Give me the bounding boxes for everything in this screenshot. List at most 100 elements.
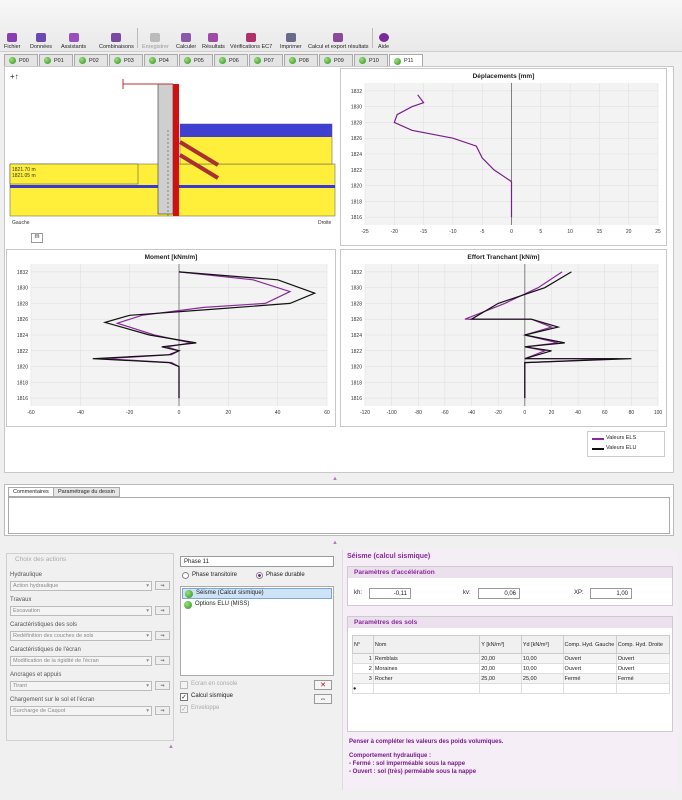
database-icon [36, 33, 47, 42]
status-ok-icon [44, 57, 51, 64]
printer-icon [285, 33, 296, 42]
action-select[interactable]: Modification de la rigidité de l'écran [10, 656, 152, 666]
x-tick-label: -20 [126, 410, 133, 416]
y-tick-label: 1822 [351, 168, 362, 174]
add-action-button[interactable]: ⇒ [155, 681, 170, 690]
tab-parametrage[interactable]: Paramétrage du dessin [53, 487, 120, 497]
unit-button[interactable]: m [31, 233, 43, 243]
fichier-menu[interactable]: Fichier [4, 26, 21, 50]
tab-p00[interactable]: P00 [4, 54, 38, 66]
anchor-1 [178, 140, 220, 167]
tab-p09[interactable]: P09 [319, 54, 353, 66]
aide-menu[interactable]: Aide [378, 26, 389, 50]
table-row[interactable]: 2 Moraines 20,00 10,00 Ouvert Ouvert [352, 663, 671, 674]
notes: Penser à compléter les valeurs des poids… [349, 738, 503, 776]
table-header: N° [352, 635, 374, 654]
tab-p05[interactable]: P05 [179, 54, 213, 66]
checkbox-console[interactable] [180, 681, 188, 689]
x-tick-label: 60 [602, 410, 608, 416]
section-drawing: +↑ 1821.70 m 1821.05 m Gauche Droite m [8, 70, 338, 248]
phase-options-list: Séisme (Calcul sismique) Options ELU (MI… [180, 586, 334, 676]
status-ok-icon [185, 590, 193, 598]
tab-p08[interactable]: P08 [284, 54, 318, 66]
checkbox-enveloppe[interactable]: ✓ [180, 705, 188, 713]
resultats-button[interactable]: Résultats [202, 26, 225, 50]
seisme-panel: Séisme (calcul sismique) Paramètres d'ac… [342, 550, 678, 790]
tab-p10[interactable]: P10 [354, 54, 388, 66]
tab-p03[interactable]: P03 [109, 54, 143, 66]
imprimer-button[interactable]: Imprimer [280, 26, 302, 50]
chart-effort: Effort Tranchant [kN/m] -120 -100 -80 -60 -4… [340, 249, 667, 427]
table-row[interactable]: 3 Rocher 25,00 25,00 Fermé Fermé [352, 673, 671, 684]
sols-title: Paramètres des sols [348, 617, 672, 628]
add-action-button[interactable]: ⇒ [155, 631, 170, 640]
combinaisons-button[interactable]: Combinaisons [99, 26, 134, 50]
y-tick-label: 1816 [351, 215, 362, 221]
xp-input[interactable]: 1,00 [590, 588, 632, 599]
add-action-button[interactable]: ⇒ [155, 606, 170, 615]
x-tick-label: -40 [77, 410, 84, 416]
tab-p07[interactable]: P07 [249, 54, 283, 66]
tab-p11[interactable]: P11 [389, 54, 423, 67]
action-select[interactable]: Surcharge de Caquot [10, 706, 152, 716]
tab-p06[interactable]: P06 [214, 54, 248, 66]
tab-commentaires[interactable]: Commentaires [8, 487, 54, 497]
assistants-menu[interactable]: Assistants [61, 26, 86, 50]
add-action-button[interactable]: ⇒ [155, 706, 170, 715]
action-select[interactable]: Redéfinition des couches de sols [10, 631, 152, 641]
donnees-menu[interactable]: Données [30, 26, 52, 50]
y-tick-label: 1822 [351, 349, 362, 355]
table-new-row[interactable]: ● [352, 683, 671, 694]
x-tick-label: -5 [480, 229, 485, 235]
x-tick-label: -10 [449, 229, 456, 235]
tab-p02[interactable]: P02 [74, 54, 108, 66]
comments-textarea[interactable] [8, 497, 670, 534]
action-select[interactable]: Tirant [10, 681, 152, 691]
y-tick-label: 1830 [351, 105, 362, 111]
tab-p01[interactable]: P01 [39, 54, 73, 66]
splitter-arrow-icon[interactable]: ▲ [168, 744, 174, 750]
calculator-icon [181, 33, 192, 42]
action-group-label: Caractéristiques des sols [10, 622, 78, 628]
splitter-arrow-icon[interactable]: ▲ [332, 540, 338, 546]
radio-durable[interactable] [256, 572, 263, 579]
action-select[interactable]: Excavation [10, 606, 152, 616]
enregistrer-button[interactable]: Enregistrer [142, 26, 169, 50]
x-tick-label: 80 [629, 410, 635, 416]
phase-name-input[interactable]: Phase 11 [180, 556, 334, 567]
table-row[interactable]: 1 Remblais 20,00 10,00 Ouvert Ouvert [352, 653, 671, 664]
xp-label: XP: [574, 590, 584, 596]
export-button[interactable]: Calcul et export résultats [308, 26, 369, 50]
y-tick-label: 1826 [17, 317, 28, 323]
x-tick-label: 40 [575, 410, 581, 416]
add-action-button[interactable]: ⇒ [155, 656, 170, 665]
y-tick-label: 1818 [17, 380, 28, 386]
kv-input[interactable]: 0,06 [478, 588, 520, 599]
origin-label: +↑ [10, 72, 19, 81]
checkbox-sismique[interactable]: ✓ [180, 693, 188, 701]
x-tick-label: 0 [510, 229, 513, 235]
list-item[interactable]: Séisme (Calcul sismique) [182, 588, 332, 599]
action-select[interactable]: Action hydraulique [10, 581, 152, 591]
radio-transitoire[interactable] [182, 572, 189, 579]
add-action-button[interactable]: ⇒ [155, 581, 170, 590]
action-group-label: Hydraulique [10, 572, 43, 578]
kh-input[interactable]: -0,11 [369, 588, 411, 599]
x-tick-label: 15 [597, 229, 603, 235]
swap-button[interactable]: ⇔ [314, 694, 332, 704]
action-group-label: Travaux [10, 597, 32, 603]
x-tick-label: -15 [420, 229, 427, 235]
x-tick-label: 60 [324, 410, 330, 416]
actions-panel: Choix des actions Hydraulique Action hydr… [6, 553, 174, 741]
verifications-button[interactable]: Vérifications EC7 [230, 26, 272, 50]
list-item[interactable]: Options ELU (MISS) [182, 600, 332, 611]
folder-icon [7, 33, 18, 42]
water-layer [180, 124, 332, 137]
status-ok-icon [184, 57, 191, 64]
tab-p04[interactable]: P04 [144, 54, 178, 66]
chart-title: Moment [kNm/m] [144, 254, 198, 261]
delete-button[interactable]: ✕ [314, 680, 332, 690]
splitter-arrow-icon[interactable]: ▲ [332, 476, 338, 482]
calculer-button[interactable]: Calculer [176, 26, 196, 50]
legend-els-swatch [592, 438, 604, 440]
